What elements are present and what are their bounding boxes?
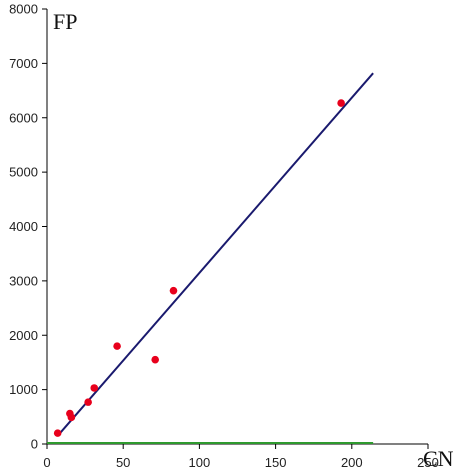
y-tick-label: 4000 — [9, 219, 38, 234]
y-tick-label: 6000 — [9, 110, 38, 125]
data-point — [337, 99, 345, 107]
data-point — [53, 429, 62, 437]
y-tick-label: 0 — [31, 437, 38, 452]
data-point — [151, 355, 160, 364]
data-points — [53, 99, 345, 437]
data-point — [113, 342, 121, 350]
y-tick-label: 2000 — [9, 328, 38, 343]
x-tick-label: 50 — [116, 455, 130, 470]
y-tick-label: 7000 — [9, 56, 38, 71]
y-tick-label: 5000 — [9, 165, 38, 180]
x-tick-label: 0 — [43, 455, 50, 470]
y-tick-label: 8000 — [9, 2, 38, 17]
x-tick-label: 200 — [341, 455, 363, 470]
trend-line — [56, 72, 374, 437]
x-tick-label: 150 — [265, 455, 287, 470]
x-tick-label: 100 — [189, 455, 211, 470]
y-tick-label: 3000 — [9, 273, 38, 288]
x-axis-ticks: 0 50 100 150 200 250 — [43, 444, 439, 470]
x-axis-label: CN — [423, 446, 454, 471]
y-tick-label: 1000 — [9, 382, 38, 397]
x-tick-label: 250 — [417, 455, 439, 470]
y-axis-label: FP — [53, 9, 77, 34]
data-point — [90, 384, 99, 392]
y-axis-ticks: 0 1000 2000 3000 4000 5000 6000 7000 8000 — [9, 2, 47, 452]
axes — [46, 9, 428, 445]
data-point — [84, 398, 92, 406]
data-point — [169, 286, 178, 295]
data-point — [67, 413, 76, 422]
